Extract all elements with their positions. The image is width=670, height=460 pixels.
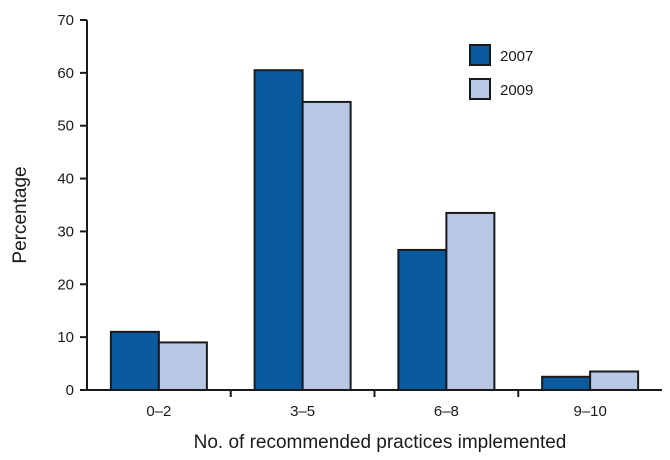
bar-2007-1 xyxy=(109,330,160,392)
y-tick-label: 70 xyxy=(57,12,74,29)
x-axis: 0–2 3–5 6–8 9–10 xyxy=(87,389,662,420)
bar-2009-1 xyxy=(157,341,208,391)
y-tick-label: 20 xyxy=(57,276,74,293)
legend: 2007 2009 xyxy=(469,44,533,100)
legend-label-2009: 2009 xyxy=(500,82,533,99)
y-tick-label: 10 xyxy=(57,329,74,346)
y-tick-label: 60 xyxy=(57,65,74,82)
bar-2007-2 xyxy=(253,69,304,391)
bar-2009-3 xyxy=(445,211,496,391)
legend-swatch-2007 xyxy=(469,44,491,66)
bars xyxy=(109,69,640,392)
legend-swatch-2009 xyxy=(469,78,491,100)
x-tick-label: 9–10 xyxy=(573,403,606,420)
y-tick-label: 30 xyxy=(57,223,74,240)
bar-2009-2 xyxy=(301,100,352,392)
bar-2007-3 xyxy=(397,248,448,391)
x-tick-label: 0–2 xyxy=(146,403,171,420)
y-tick-label: 40 xyxy=(57,171,74,188)
bar-2007-4 xyxy=(541,375,592,391)
legend-label-2007: 2007 xyxy=(500,48,533,65)
x-axis-title: No. of recommended practices implemented xyxy=(194,432,567,453)
y-tick-label: 0 xyxy=(66,382,74,399)
y-axis-title: Percentage xyxy=(10,166,31,263)
bar-2009-4 xyxy=(589,370,640,391)
y-axis: 0 10 20 30 40 50 60 70 xyxy=(57,12,88,399)
x-tick-label: 3–5 xyxy=(290,403,315,420)
y-tick-label: 50 xyxy=(57,118,74,135)
x-tick-label: 6–8 xyxy=(434,403,459,420)
